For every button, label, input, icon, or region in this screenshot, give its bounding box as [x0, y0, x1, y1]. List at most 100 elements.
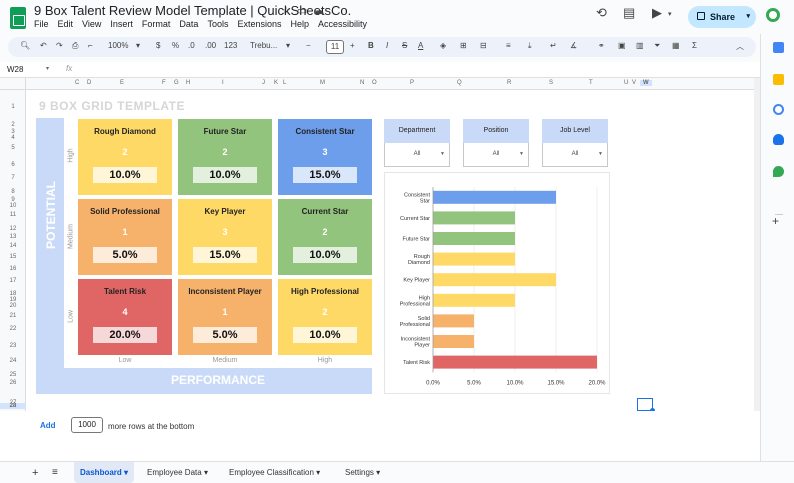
chevron-down-icon[interactable]: ▾ — [203, 468, 208, 477]
row-header[interactable]: 2 — [11, 122, 15, 128]
avatar[interactable] — [766, 8, 780, 22]
talent-box[interactable]: Inconsistent Player 1 5.0% — [178, 279, 272, 355]
italic-icon[interactable]: I — [386, 41, 389, 50]
vertical-align-icon[interactable]: ⤓ — [528, 41, 532, 50]
chevron-down-icon[interactable]: ▾ — [746, 13, 750, 20]
bar[interactable] — [433, 252, 515, 266]
talent-box[interactable]: Talent Risk 4 20.0% — [78, 279, 172, 355]
tab-settings[interactable]: Settings ▾ — [339, 462, 386, 483]
insert-comment-icon[interactable]: ▣ — [618, 41, 626, 50]
menu-extensions[interactable]: Extensions — [237, 19, 282, 29]
menu-help[interactable]: Help — [290, 19, 309, 29]
paint-format-icon[interactable]: ⌐ — [88, 41, 93, 50]
undo-icon[interactable]: ↶ — [40, 41, 47, 50]
document-title[interactable]: 9 Box Talent Review Model Template | Qui… — [34, 3, 352, 18]
chevron-down-icon[interactable]: ▾ — [316, 468, 321, 477]
talent-box[interactable]: Key Player 3 15.0% — [178, 199, 272, 275]
calendar-icon[interactable] — [773, 42, 784, 53]
menu-tools[interactable]: Tools — [207, 19, 229, 29]
chevron-down-icon[interactable]: ▼ — [519, 151, 524, 157]
decrease-decimal-button[interactable]: .0 — [188, 41, 195, 50]
collapse-toolbar-icon[interactable]: ︿ — [736, 42, 744, 51]
strikethrough-icon[interactable]: S — [402, 41, 408, 50]
row-header[interactable]: 17 — [9, 278, 17, 284]
column-header[interactable]: D — [87, 80, 92, 86]
column-header[interactable]: H — [186, 80, 191, 86]
selected-cell[interactable] — [637, 398, 653, 411]
insert-link-icon[interactable]: ⚭ — [598, 41, 605, 50]
select-all-corner[interactable] — [0, 78, 26, 90]
menu-format[interactable]: Format — [141, 19, 171, 29]
column-header[interactable]: F — [162, 80, 166, 86]
column-header[interactable]: G — [174, 80, 179, 86]
increase-decimal-button[interactable]: .00 — [205, 41, 217, 50]
chevron-down-icon[interactable]: ▾ — [124, 468, 129, 477]
talent-box[interactable]: Consistent Star 3 15.0% — [278, 119, 372, 195]
talent-box[interactable]: Current Star 2 10.0% — [278, 199, 372, 275]
tasks-icon[interactable] — [773, 104, 784, 115]
tab-employee-data[interactable]: Employee Data ▾ — [141, 462, 214, 483]
row-header[interactable]: 6 — [11, 162, 15, 168]
meet-icon[interactable]: ▶ — [652, 5, 662, 20]
maps-icon[interactable] — [773, 166, 784, 177]
borders-icon[interactable]: ⊞ — [460, 41, 467, 50]
row-header[interactable]: 8 — [11, 189, 15, 195]
talent-box[interactable]: Solid Professional 1 5.0% — [78, 199, 172, 275]
talent-box[interactable]: High Professional 2 10.0% — [278, 279, 372, 355]
history-icon[interactable]: ⟲ — [596, 5, 607, 20]
fill-handle[interactable] — [650, 408, 655, 413]
share-button[interactable]: Share ▾ — [688, 6, 756, 28]
bar[interactable] — [433, 232, 515, 245]
font-size-input[interactable]: 11 — [326, 40, 344, 54]
currency-button[interactable]: $ — [156, 41, 161, 50]
filter-icon[interactable]: ⏷ — [654, 41, 661, 50]
menu-accessibility[interactable]: Accessibility — [318, 19, 368, 29]
column-header[interactable]: I — [222, 80, 224, 86]
font-chevron-icon[interactable]: ▾ — [286, 41, 291, 50]
chevron-down-icon[interactable]: ▾ — [376, 468, 381, 477]
job-level-filter-select[interactable]: All ▼ — [542, 143, 608, 167]
column-header[interactable]: C — [75, 80, 80, 86]
bar[interactable] — [433, 211, 515, 225]
row-header[interactable]: 22 — [9, 326, 17, 332]
row-header[interactable]: 19 — [9, 297, 17, 303]
menu-file[interactable]: File — [34, 19, 49, 29]
column-header[interactable]: N — [360, 80, 365, 86]
row-header[interactable]: 5 — [11, 145, 15, 151]
font-select[interactable]: Trebu... — [250, 41, 278, 50]
text-wrap-icon[interactable]: ↵ — [550, 41, 557, 50]
rows-count-input[interactable]: 1000 — [71, 417, 103, 433]
percent-button[interactable]: % — [172, 41, 180, 50]
row-header[interactable]: 10 — [9, 203, 17, 209]
row-header[interactable]: 28 — [0, 403, 26, 409]
department-filter-select[interactable]: All ▼ — [384, 143, 450, 167]
row-header[interactable]: 13 — [9, 234, 17, 240]
all-sheets-icon[interactable]: ≡ — [52, 467, 58, 478]
bar[interactable] — [433, 293, 515, 307]
row-header[interactable]: 12 — [9, 226, 17, 232]
vertical-scrollbar[interactable] — [754, 78, 760, 461]
row-header[interactable]: 14 — [9, 243, 17, 249]
cloud-status-icon[interactable]: ☁ — [313, 5, 331, 17]
menu-data[interactable]: Data — [179, 19, 199, 29]
menu-insert[interactable]: Insert — [110, 19, 133, 29]
column-header[interactable]: O — [372, 80, 377, 86]
contacts-icon[interactable] — [773, 134, 784, 145]
column-header[interactable]: M — [320, 80, 325, 86]
column-header[interactable]: R — [507, 80, 512, 86]
font-size-increase-icon[interactable]: + — [350, 41, 355, 50]
filter-views-icon[interactable]: ▦ — [672, 41, 680, 50]
position-filter-select[interactable]: All ▼ — [463, 143, 529, 167]
print-icon[interactable]: ⎙ — [72, 41, 79, 50]
chevron-down-icon[interactable]: ▼ — [598, 151, 603, 157]
row-header[interactable]: 20 — [9, 303, 17, 309]
tab-dashboard[interactable]: Dashboard ▾ — [74, 462, 135, 483]
row-header[interactable]: 1 — [11, 104, 15, 110]
column-header[interactable]: W — [640, 80, 652, 86]
merge-cells-icon[interactable]: ⊟ — [480, 41, 487, 50]
column-header[interactable]: T — [589, 80, 593, 86]
row-header[interactable]: 11 — [9, 212, 17, 218]
row-header[interactable]: 15 — [9, 254, 17, 260]
row-header[interactable]: 24 — [9, 358, 17, 364]
zoom-chevron-icon[interactable]: ▾ — [136, 41, 141, 50]
